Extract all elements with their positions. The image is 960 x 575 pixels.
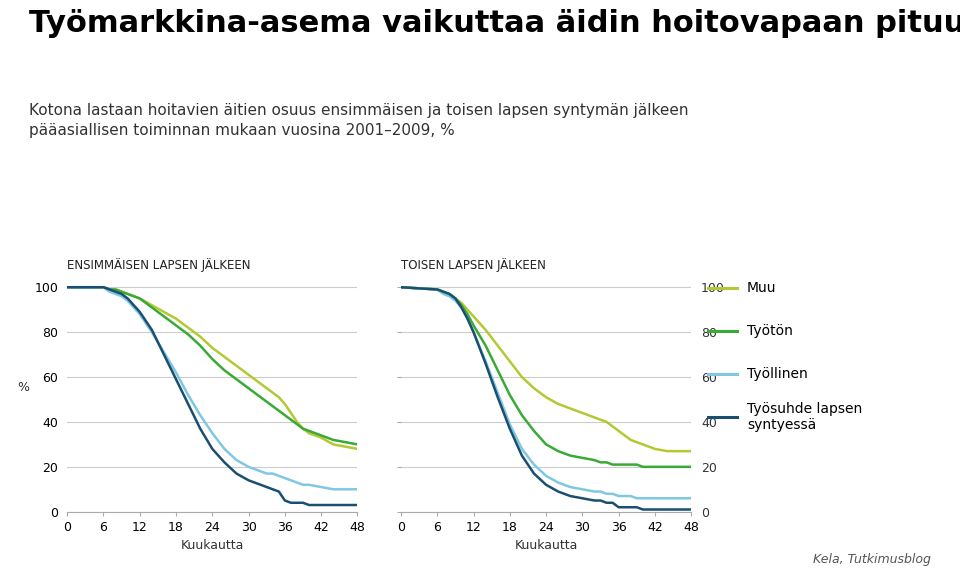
Text: Muu: Muu	[747, 281, 777, 294]
Text: Kotona lastaan hoitavien äitien osuus ensimmäisen ja toisen lapsen syntymän jälk: Kotona lastaan hoitavien äitien osuus en…	[29, 104, 688, 139]
Text: ENSIMMÄISEN LAPSEN JÄLKEEN: ENSIMMÄISEN LAPSEN JÄLKEEN	[67, 258, 251, 272]
Text: TOISEN LAPSEN JÄLKEEN: TOISEN LAPSEN JÄLKEEN	[401, 258, 546, 272]
Text: Työmarkkina-asema vaikuttaa äidin hoitovapaan pituuteen: Työmarkkina-asema vaikuttaa äidin hoitov…	[29, 9, 960, 37]
Text: Työtön: Työtön	[747, 324, 793, 338]
Text: Työsuhde lapsen
syntyessä: Työsuhde lapsen syntyessä	[747, 402, 862, 432]
Y-axis label: %: %	[17, 381, 29, 394]
Text: Kela, Tutkimusblog: Kela, Tutkimusblog	[813, 553, 931, 566]
Text: Työllinen: Työllinen	[747, 367, 807, 381]
X-axis label: Kuukautta: Kuukautta	[515, 539, 578, 553]
X-axis label: Kuukautta: Kuukautta	[180, 539, 244, 553]
